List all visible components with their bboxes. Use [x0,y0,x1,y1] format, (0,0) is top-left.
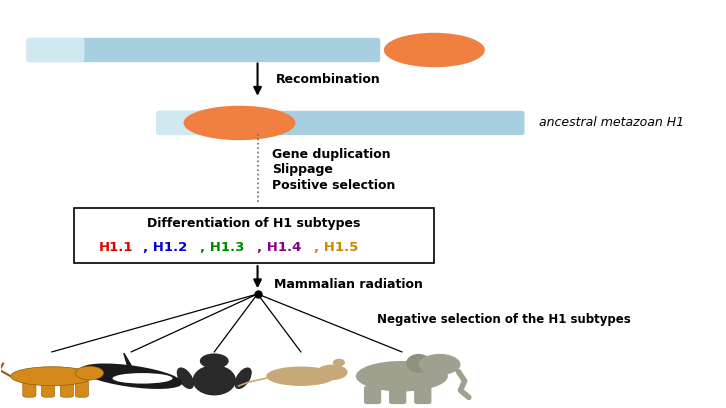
Ellipse shape [192,365,236,395]
Text: , H1.4: , H1.4 [257,241,301,254]
FancyBboxPatch shape [73,208,434,263]
FancyBboxPatch shape [157,111,200,135]
Ellipse shape [356,361,448,392]
Ellipse shape [113,373,173,384]
Text: Negative selection of the H1 subtypes: Negative selection of the H1 subtypes [377,313,630,326]
FancyBboxPatch shape [27,38,380,62]
Ellipse shape [81,364,182,389]
Ellipse shape [419,354,460,375]
Text: H1.1: H1.1 [99,241,134,254]
Text: , H1.2: , H1.2 [143,241,187,254]
Ellipse shape [384,33,485,67]
FancyBboxPatch shape [157,111,524,135]
Ellipse shape [333,359,345,366]
Ellipse shape [76,366,104,380]
FancyBboxPatch shape [414,386,431,404]
Text: Gene duplication: Gene duplication [272,148,391,161]
FancyBboxPatch shape [27,38,84,62]
Text: Recombination: Recombination [276,73,380,86]
Ellipse shape [234,368,252,389]
FancyBboxPatch shape [364,386,381,404]
Ellipse shape [317,365,348,380]
FancyBboxPatch shape [76,381,89,397]
Text: Differentiation of H1 subtypes: Differentiation of H1 subtypes [147,217,361,230]
Polygon shape [123,353,131,366]
Text: , H1.5: , H1.5 [314,241,358,254]
Ellipse shape [406,354,431,373]
Ellipse shape [266,366,335,386]
FancyBboxPatch shape [41,381,54,397]
Ellipse shape [11,367,93,386]
FancyBboxPatch shape [23,381,36,397]
FancyBboxPatch shape [389,386,407,404]
Text: Slippage: Slippage [272,164,333,177]
Ellipse shape [184,106,295,140]
Text: Positive selection: Positive selection [272,179,396,192]
Text: ancestral metazoan H1: ancestral metazoan H1 [539,116,684,129]
FancyBboxPatch shape [60,381,73,397]
Text: , H1.3: , H1.3 [200,241,244,254]
Ellipse shape [176,368,194,389]
Ellipse shape [200,353,229,368]
Text: Mammalian radiation: Mammalian radiation [274,278,423,291]
